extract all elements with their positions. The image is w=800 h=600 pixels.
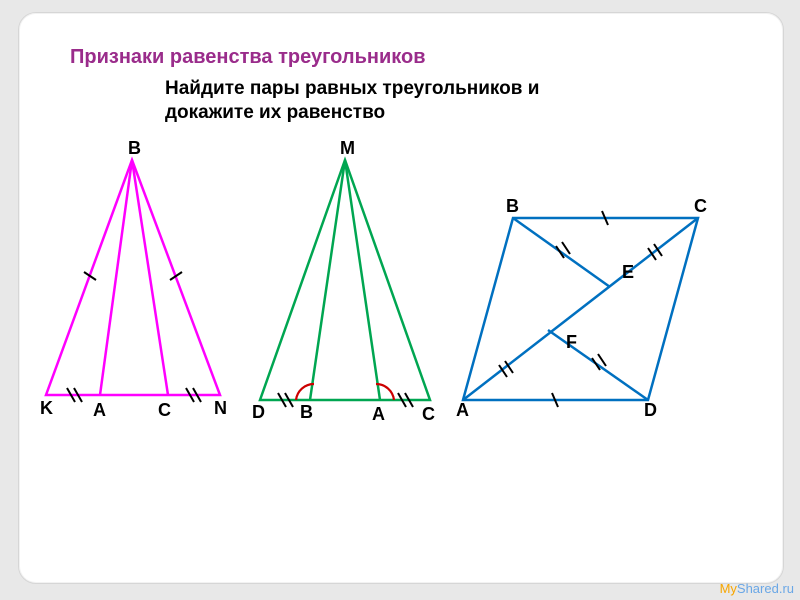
fig1-label-K: K [40,398,53,419]
fig2-label-M: M [340,138,355,159]
fig1-label-C: C [158,400,171,421]
fig3-label-D: D [644,400,657,421]
fig2-label-A: A [372,404,385,425]
fig2-label-B: B [300,402,313,423]
figures-svg [0,0,800,600]
fig3-label-C: C [694,196,707,217]
figure-3 [463,218,698,400]
fig1-label-A: A [93,400,106,421]
watermark-my: My [720,581,737,596]
fig3-label-B: B [506,196,519,217]
fig2-label-D: D [252,402,265,423]
fig1-label-B: B [128,138,141,159]
fig2-label-C: C [422,404,435,425]
watermark: MyShared.ru [720,581,794,596]
figure-2 [260,160,430,400]
fig3-label-E: E [622,262,634,283]
figure-1 [46,160,220,395]
fig3-label-F: F [566,332,577,353]
fig1-label-N: N [214,398,227,419]
fig3-label-A: A [456,400,469,421]
watermark-shared: Shared.ru [737,581,794,596]
